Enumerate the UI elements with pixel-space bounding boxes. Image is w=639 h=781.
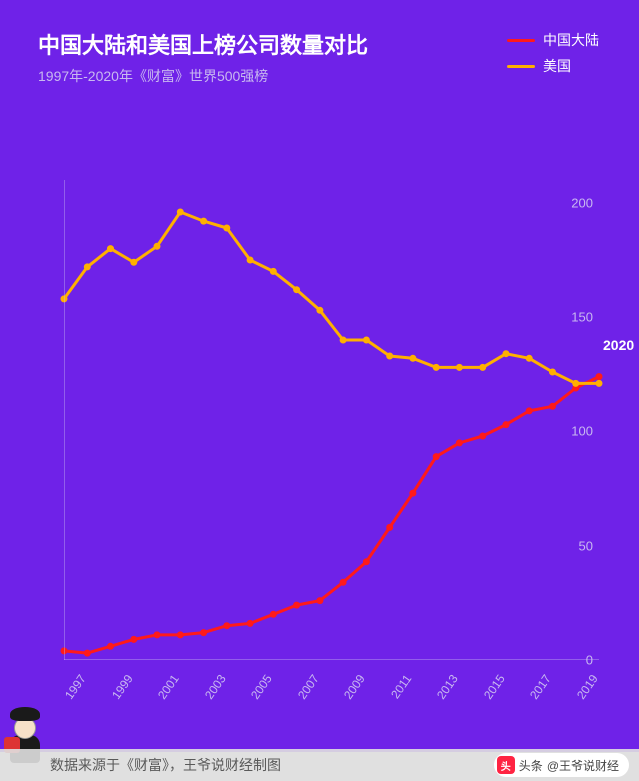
series-point-us [340,337,347,344]
series-point-china [363,558,370,565]
legend-swatch-icon [507,65,535,68]
legend-label: 美国 [543,56,571,76]
series-point-china [549,403,556,410]
series-point-us [154,243,161,250]
series-point-china [200,629,207,636]
series-point-china [479,433,486,440]
legend-item: 美国 [507,56,599,76]
series-point-us [107,245,114,252]
series-point-us [247,257,254,264]
toutiao-logo-icon: 头 [497,756,515,774]
credit-prefix: 头条 [519,757,543,774]
series-point-china [130,636,137,643]
series-point-china [316,597,323,604]
series-point-china [270,611,277,618]
chart-title: 中国大陆和美国上榜公司数量对比 [38,28,479,60]
series-point-china [177,631,184,638]
x-axis-line [64,659,599,660]
series-point-china [154,631,161,638]
legend: 中国大陆美国 [507,30,599,76]
x-tick-label: 1997 [62,672,89,702]
series-point-us [433,364,440,371]
series-point-us [177,209,184,216]
series-point-us [409,355,416,362]
x-tick-label: 2011 [388,672,414,701]
series-point-us [549,369,556,376]
legend-label: 中国大陆 [543,30,599,50]
series-point-us [223,225,230,232]
series-point-us [456,364,463,371]
y-tick-label: 50 [579,538,593,553]
x-tick-label: 2019 [574,672,601,702]
chart-subtitle: 1997年-2020年《财富》世界500强榜 [38,66,479,86]
x-tick-label: 2009 [341,672,368,702]
y-tick-label: 200 [571,195,593,210]
series-point-china [433,453,440,460]
series-point-us [526,355,533,362]
y-tick-label: 0 [586,653,593,668]
chart-card: 中国大陆和美国上榜公司数量对比 1997年-2020年《财富》世界500强榜 中… [0,0,639,752]
series-point-china [293,602,300,609]
x-tick-label: 2001 [155,672,182,702]
x-tick-label: 2003 [202,672,229,702]
source-credit: 头 头条 @王爷说财经 [494,753,629,777]
chart-plot: 0501001502001997199920012003200520072009… [64,180,599,660]
toutiao-badge: 头 头条 @王爷说财经 [494,753,629,777]
series-point-us [270,268,277,275]
x-tick-label: 2007 [295,672,322,702]
series-point-china [456,439,463,446]
series-point-china [107,643,114,650]
series-point-china [526,407,533,414]
chart-svg [64,180,599,660]
credit-handle: @王爷说财经 [547,757,619,774]
series-point-us [572,380,579,387]
series-line-us [64,212,599,383]
legend-swatch-icon [507,39,535,42]
x-tick-label: 2015 [481,672,508,702]
x-tick-label: 2005 [248,672,275,702]
y-axis-line [64,180,65,660]
series-point-china [247,620,254,627]
series-point-us [503,350,510,357]
y-tick-label: 150 [571,310,593,325]
series-line-china [64,377,599,653]
x-tick-label: 2013 [434,672,461,702]
series-point-us [84,263,91,270]
chart-header: 中国大陆和美国上榜公司数量对比 1997年-2020年《财富》世界500强榜 [38,28,479,86]
series-point-us [363,337,370,344]
series-point-china [503,421,510,428]
series-point-china [340,579,347,586]
series-point-china [596,373,603,380]
series-point-china [386,524,393,531]
series-point-us [386,353,393,360]
series-point-us [130,259,137,266]
legend-item: 中国大陆 [507,30,599,50]
series-point-china [84,650,91,657]
series-point-china [223,622,230,629]
series-point-china [409,490,416,497]
x-tick-label: 2017 [527,672,554,702]
annotation-label: 2020 [603,337,634,353]
series-point-us [479,364,486,371]
data-source-text: 数据来源于《财富》，王爷说财经制图 [50,755,281,775]
footer-bar: 数据来源于《财富》，王爷说财经制图 头 头条 @王爷说财经 [0,749,639,781]
x-tick-label: 1999 [109,672,136,702]
series-point-us [293,286,300,293]
series-point-us [200,218,207,225]
y-tick-label: 100 [571,424,593,439]
series-point-us [316,307,323,314]
series-point-us [596,380,603,387]
